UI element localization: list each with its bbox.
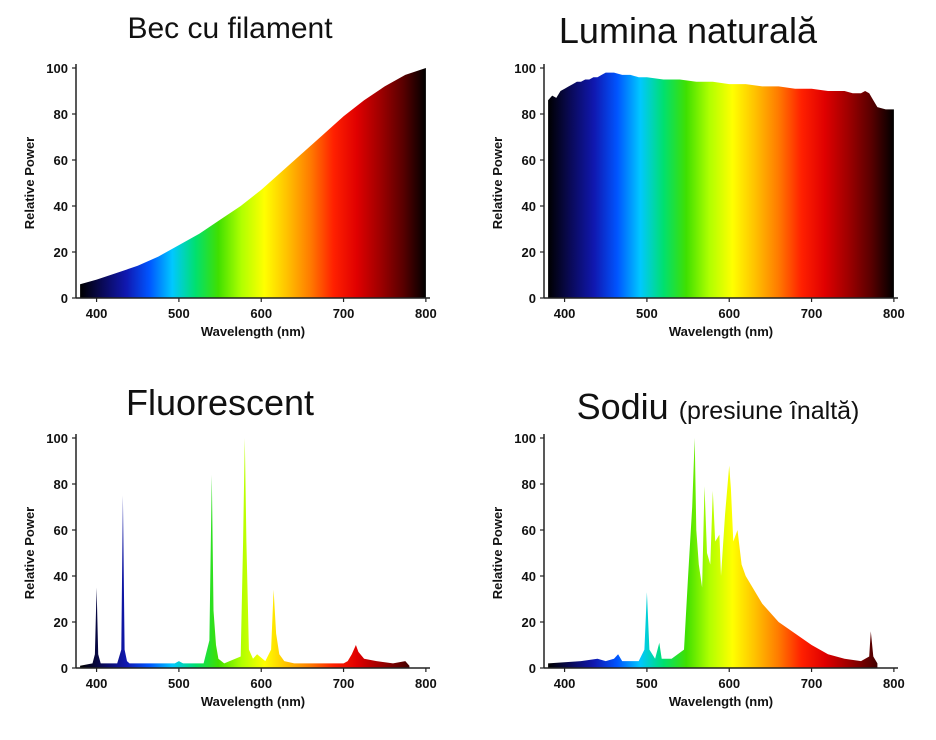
chart-panel-fluorescent: Fluorescent 0 20 40 60 80 100 400 500 600 700 800 W… (0, 370, 468, 740)
y-tick-label: 0 (61, 291, 68, 306)
x-tick-label: 800 (883, 676, 905, 691)
x-tick-label: 700 (801, 676, 823, 691)
y-tick-label: 100 (46, 61, 68, 76)
x-axis-label: Wavelength (nm) (669, 324, 773, 339)
x-tick-label: 500 (168, 676, 190, 691)
x-tick-label: 600 (718, 676, 740, 691)
y-tick-label: 40 (522, 199, 536, 214)
x-tick-label: 800 (415, 676, 437, 691)
x-tick-label: 700 (801, 306, 823, 321)
y-tick-label: 20 (522, 615, 536, 630)
y-tick-label: 20 (522, 245, 536, 260)
x-tick-label: 500 (636, 676, 658, 691)
x-tick-label: 800 (883, 306, 905, 321)
y-tick-label: 60 (54, 153, 68, 168)
y-axis-label: Relative Power (490, 137, 505, 230)
chart-panel-incandescent: Bec cu filament 0 20 40 60 80 100 400 500 600 700… (0, 0, 468, 370)
chart-panel-sodium: Sodiu (presiune înaltă) 0 20 40 60 80 100 400 5… (468, 370, 936, 740)
y-axis-label: Relative Power (22, 137, 37, 230)
y-tick-label: 80 (54, 477, 68, 492)
chart-title-main: Sodiu (576, 386, 669, 427)
chart-title: Bec cu filament (127, 12, 333, 45)
chart-panel-daylight: Lumina naturală 0 20 40 60 80 100 400 500 600 700… (468, 0, 936, 370)
spectrum-series (80, 68, 426, 298)
y-tick-label: 20 (54, 615, 68, 630)
x-tick-label: 800 (415, 306, 437, 321)
y-tick-label: 40 (54, 569, 68, 584)
y-tick-label: 80 (54, 107, 68, 122)
y-tick-label: 0 (61, 661, 68, 676)
chart-subtitle: (presiune înaltă) (678, 397, 860, 425)
y-tick-label: 100 (514, 61, 536, 76)
x-tick-label: 400 (86, 676, 108, 691)
y-tick-label: 20 (54, 245, 68, 260)
chart-svg: 0 20 40 60 80 100 400 500 600 700 800 Wavelength (n… (490, 431, 905, 709)
x-tick-label: 400 (86, 306, 108, 321)
chart-svg: 0 20 40 60 80 100 400 500 600 700 800 Wavelength (n… (22, 61, 437, 339)
y-tick-label: 40 (54, 199, 68, 214)
y-tick-label: 100 (514, 431, 536, 446)
y-axis-label: Relative Power (490, 507, 505, 600)
y-tick-label: 0 (529, 291, 536, 306)
x-tick-label: 400 (554, 306, 576, 321)
y-tick-label: 100 (46, 431, 68, 446)
spectrum-series (80, 438, 410, 668)
chart-title: Lumina naturală (558, 10, 818, 51)
x-axis-label: Wavelength (nm) (201, 694, 305, 709)
y-tick-label: 80 (522, 477, 536, 492)
x-tick-label: 700 (333, 306, 355, 321)
spectrum-series (548, 438, 878, 668)
chart-svg: 0 20 40 60 80 100 400 500 600 700 800 Wavelength (n… (22, 431, 437, 709)
y-tick-label: 60 (54, 523, 68, 538)
chart-title: Sodiu (presiune înaltă) (538, 386, 898, 428)
y-tick-label: 0 (529, 661, 536, 676)
x-axis-label: Wavelength (nm) (201, 324, 305, 339)
x-tick-label: 700 (333, 676, 355, 691)
x-tick-label: 500 (168, 306, 190, 321)
x-tick-label: 600 (250, 306, 272, 321)
y-axis-label: Relative Power (22, 507, 37, 600)
x-tick-label: 600 (718, 306, 740, 321)
x-tick-label: 500 (636, 306, 658, 321)
x-axis-label: Wavelength (nm) (669, 694, 773, 709)
y-tick-label: 80 (522, 107, 536, 122)
chart-title: Fluorescent (125, 382, 315, 423)
y-tick-label: 60 (522, 153, 536, 168)
y-tick-label: 60 (522, 523, 536, 538)
y-tick-label: 40 (522, 569, 536, 584)
chart-svg: 0 20 40 60 80 100 400 500 600 700 800 Wavelength (n… (490, 61, 905, 339)
spectrum-series (548, 72, 894, 298)
x-tick-label: 400 (554, 676, 576, 691)
x-tick-label: 600 (250, 676, 272, 691)
